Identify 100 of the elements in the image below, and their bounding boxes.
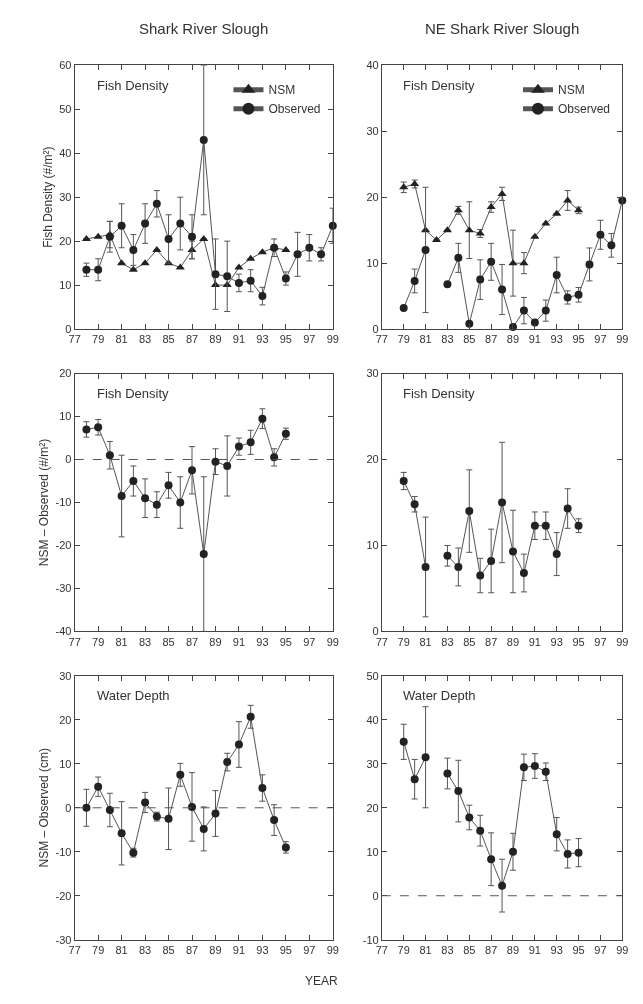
x-tick-label: 79	[92, 333, 105, 346]
x-tick-label: 89	[209, 333, 222, 346]
legend-label: NSM	[268, 83, 296, 98]
point	[509, 847, 517, 856]
y-tick-label: 30	[366, 757, 379, 770]
x-tick-label: 81	[115, 635, 128, 648]
annotation: Fish Density	[97, 386, 170, 401]
x-tick-label: 81	[419, 943, 432, 956]
point	[164, 481, 173, 490]
point	[94, 265, 103, 274]
x-tick-label: 77	[375, 635, 388, 648]
x-tick-label: 87	[485, 635, 498, 648]
x-tick-label: 85	[463, 635, 476, 648]
x-tick-label: 87	[185, 333, 199, 346]
point	[454, 253, 463, 262]
x-tick-label: 91	[232, 943, 246, 956]
y-tick-label: 10	[366, 845, 379, 858]
point	[465, 319, 474, 328]
x-tick-label: 85	[463, 943, 476, 956]
point	[152, 199, 161, 208]
x-tick-label: 93	[550, 943, 563, 956]
point	[519, 763, 528, 772]
point	[421, 753, 430, 762]
x-tick-label: 89	[209, 635, 222, 648]
y-tick-label: 30	[366, 367, 379, 380]
x-tick-label: 95	[279, 943, 292, 956]
x-tick-label: 99	[616, 635, 629, 648]
point	[82, 425, 91, 434]
y-tick-label: 50	[59, 103, 72, 116]
point	[234, 740, 243, 749]
point	[223, 461, 232, 470]
y-axis-title: NSM – Observed (#/m²)	[36, 438, 51, 567]
y-tick-label: 20	[59, 713, 72, 726]
x-tick-label: 83	[441, 333, 454, 346]
point	[246, 438, 255, 447]
point	[487, 855, 496, 864]
point	[234, 278, 243, 287]
point	[519, 306, 528, 315]
x-tick-label: 87	[485, 943, 498, 956]
point	[497, 189, 507, 196]
y-tick-label: 20	[59, 367, 72, 380]
point	[246, 276, 255, 285]
y-tick-label: 0	[65, 453, 72, 466]
point	[476, 275, 485, 284]
point	[552, 830, 561, 839]
x-tick-label: 95	[572, 333, 585, 346]
point	[93, 232, 103, 239]
y-tick-label: 10	[59, 278, 72, 291]
x-tick-label: 91	[232, 635, 246, 648]
point	[410, 276, 419, 285]
y-tick-label: 0	[65, 801, 72, 814]
point	[552, 550, 561, 559]
y-tick-label: 20	[366, 191, 379, 204]
point	[234, 442, 243, 451]
x-tick-label: 79	[92, 943, 105, 956]
point	[508, 259, 518, 266]
x-tick-label: 85	[162, 635, 175, 648]
point	[141, 798, 150, 807]
y-tick-label: 40	[366, 59, 379, 72]
point	[258, 292, 267, 301]
point	[585, 260, 594, 269]
point	[410, 775, 419, 784]
x-tick-label: 77	[68, 333, 81, 346]
x-tick-label: 85	[162, 333, 175, 346]
point	[454, 562, 463, 571]
y-tick-label: 0	[372, 322, 379, 335]
point	[465, 507, 474, 516]
x-tick-label: 77	[375, 333, 388, 346]
x-tick-label: 93	[550, 333, 563, 346]
y-tick-label: 0	[372, 889, 379, 902]
x-tick-label: 81	[115, 943, 128, 956]
point	[211, 457, 220, 466]
point	[211, 809, 220, 818]
point	[128, 265, 138, 272]
point	[105, 232, 114, 241]
point	[541, 306, 550, 315]
point	[541, 767, 550, 776]
point	[574, 290, 583, 299]
x-tick-label: 97	[594, 635, 607, 648]
point	[234, 263, 244, 270]
x-tick-label: 89	[209, 943, 222, 956]
point	[541, 219, 551, 226]
point	[530, 762, 539, 771]
annotation: Fish Density	[403, 78, 476, 93]
chart-title: NE Shark River Slough	[425, 20, 580, 37]
point	[487, 257, 496, 266]
point	[141, 494, 150, 503]
x-tick-label: 81	[115, 333, 128, 346]
point	[293, 250, 302, 259]
point	[563, 504, 572, 513]
chart-title: Shark River Slough	[139, 20, 269, 37]
point	[530, 232, 540, 239]
point	[164, 234, 173, 243]
point	[574, 848, 583, 857]
point	[421, 562, 430, 571]
y-tick-label: 0	[65, 322, 72, 335]
point	[410, 500, 419, 509]
x-tick-label: 99	[616, 943, 629, 956]
point	[465, 813, 474, 822]
point	[399, 303, 408, 312]
